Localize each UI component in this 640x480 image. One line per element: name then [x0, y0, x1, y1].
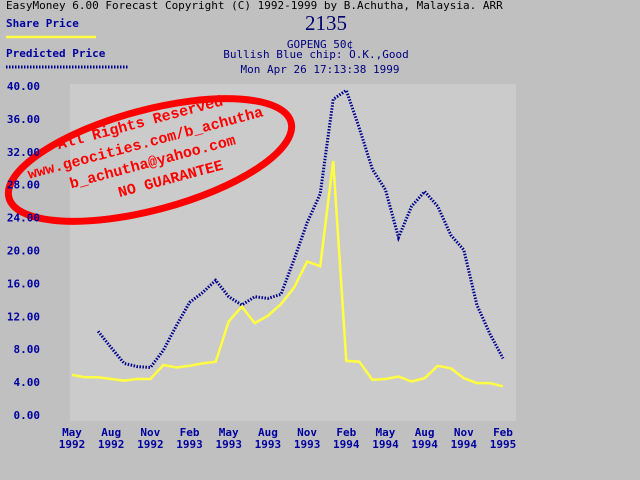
chart-subtitle: GOPENG 50¢: [287, 38, 353, 51]
y-tick-label: 40.00: [7, 80, 40, 93]
window-title: EasyMoney 6.00 Forecast Copyright (C) 19…: [6, 0, 503, 12]
legend-label: Share Price: [6, 17, 79, 30]
x-tick-label: Feb 1994: [333, 426, 360, 451]
chart-title: 2135: [305, 11, 347, 35]
y-tick-label: 0.00: [14, 409, 41, 422]
x-tick-label: Nov 1993: [293, 426, 321, 451]
y-tick-label: 32.00: [7, 146, 40, 159]
x-tick-label: May 1992: [58, 426, 86, 451]
x-tick-label: Feb 1995: [489, 426, 517, 451]
y-tick-label: 24.00: [7, 212, 40, 225]
y-tick-label: 28.00: [7, 179, 40, 192]
x-tick-label: Aug 1992: [97, 426, 125, 451]
series-line: [96, 87, 505, 370]
y-tick-label: 20.00: [7, 245, 40, 258]
x-tick-label: Aug 1993: [254, 426, 282, 451]
y-tick-label: 12.00: [7, 310, 40, 323]
x-tick-label: Aug 1994: [411, 426, 438, 451]
series-line: [71, 160, 504, 388]
y-tick-label: 8.00: [14, 343, 41, 356]
legend: Share Price Predicted Price: [6, 17, 128, 69]
x-tick-label: Feb 1993: [176, 426, 203, 451]
legend-label: Predicted Price: [6, 47, 106, 60]
x-tick-label: May 1994: [372, 426, 399, 451]
x-tick-label: Nov 1992: [137, 426, 164, 451]
x-tick-label: May 1993: [215, 426, 242, 451]
watermark-ellipse: [4, 95, 296, 225]
y-tick-label: 36.00: [7, 113, 40, 126]
x-tick-label: Nov 1994: [450, 426, 478, 451]
plot: [71, 87, 505, 388]
y-tick-label: 16.00: [7, 277, 40, 290]
annotation: Mon Apr 26 17:13:38 1999: [241, 63, 400, 76]
y-tick-label: 4.00: [14, 376, 41, 389]
plot-area: [70, 84, 516, 421]
annotation: Bullish Blue chip: O.K.,Good: [223, 48, 408, 61]
